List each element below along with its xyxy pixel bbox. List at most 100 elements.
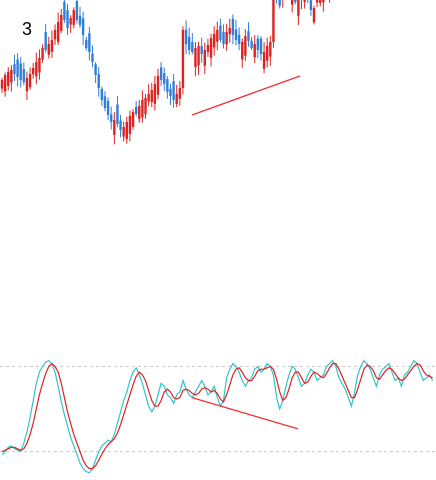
candle-body — [153, 84, 157, 104]
candle-body — [188, 36, 191, 50]
candle-body — [241, 42, 244, 60]
candle-body — [60, 15, 63, 31]
candle-body — [169, 88, 172, 96]
candle-body — [259, 38, 263, 54]
candle-body — [244, 36, 247, 56]
candle-body — [262, 52, 266, 69]
candle-body — [63, 1, 66, 21]
candle-body — [159, 67, 163, 80]
candle-body — [106, 101, 110, 115]
candle-body — [200, 46, 203, 54]
candle-body — [85, 39, 88, 48]
candle-body — [88, 33, 91, 52]
candle-body — [297, 0, 300, 16]
candle-body — [3, 75, 7, 92]
candle-body — [113, 120, 116, 135]
candle-body — [150, 90, 153, 103]
candle-body — [290, 0, 294, 5]
candle-body — [131, 112, 135, 127]
candle-body — [41, 48, 44, 60]
candle-body — [312, 8, 316, 23]
candle-body — [209, 38, 213, 58]
candle-body — [228, 28, 231, 35]
candle-body — [19, 63, 22, 80]
candle-body — [16, 59, 19, 77]
candle-body — [269, 42, 272, 57]
candle-body — [172, 81, 175, 100]
candle-body — [35, 62, 38, 77]
candle-body — [191, 42, 194, 52]
candle-body — [134, 106, 138, 114]
candle-body — [256, 38, 260, 50]
candle-body — [75, 0, 79, 21]
candle-body — [91, 53, 94, 62]
price-panel — [0, 0, 331, 145]
candle-body — [175, 94, 178, 105]
candle-body — [116, 104, 119, 124]
candle-body — [166, 79, 169, 92]
candle-body — [144, 98, 147, 115]
candle-body — [278, 0, 281, 6]
candle-body — [203, 50, 206, 66]
candle-body — [225, 32, 228, 45]
candle-body — [72, 10, 75, 25]
candle-body — [319, 0, 322, 3]
candle-body — [194, 48, 197, 68]
candle-body — [184, 29, 188, 44]
candle-body — [206, 45, 210, 53]
candle-body — [100, 88, 104, 100]
candle-body — [47, 44, 50, 55]
candle-body — [81, 18, 85, 35]
candle-body — [56, 22, 60, 42]
panel-number-label: 3 — [22, 19, 32, 39]
candle-body — [231, 18, 235, 35]
stochastic-panel — [0, 359, 436, 474]
candle-body — [197, 46, 200, 66]
candle-body — [38, 58, 41, 73]
candle-body — [147, 94, 150, 102]
candle-body — [322, 0, 325, 3]
candle-body — [103, 96, 107, 108]
candle-body — [44, 32, 47, 50]
candle-body — [125, 122, 128, 139]
candle-body — [309, 0, 313, 11]
candle-body — [216, 30, 219, 42]
candle-body — [237, 34, 241, 44]
candle-body — [97, 74, 100, 88]
candle-body — [28, 74, 32, 88]
candle-body — [10, 70, 13, 83]
candle-body — [22, 68, 26, 82]
candle-body — [141, 100, 144, 118]
candle-body — [13, 64, 16, 74]
candle-body — [94, 64, 97, 75]
candle-body — [156, 76, 160, 95]
candle-body — [219, 25, 222, 40]
candle-body — [69, 18, 72, 25]
candle-body — [25, 78, 29, 92]
candle-body — [303, 0, 306, 2]
candle-body — [178, 88, 182, 99]
candle-body — [266, 46, 269, 61]
candle-body — [272, 0, 275, 42]
candle-body — [50, 40, 54, 52]
price-support-trendline — [191, 75, 301, 116]
candle-body — [315, 0, 319, 3]
stochastic-d-line — [1, 362, 433, 470]
candle-body — [247, 31, 250, 41]
candle-body — [78, 15, 82, 25]
candle-body — [294, 0, 297, 2]
stochastic-k-line — [1, 359, 434, 474]
candle-body — [138, 106, 141, 119]
candle-body — [222, 31, 225, 44]
candle-body — [110, 114, 113, 122]
candle-body — [53, 30, 57, 40]
candle-body — [122, 127, 125, 137]
candle-body — [234, 29, 238, 40]
candle-body — [163, 73, 166, 84]
candle-body — [181, 30, 185, 88]
candle-body — [128, 116, 132, 134]
candle-body — [32, 68, 35, 75]
candle-body — [66, 10, 69, 28]
candle-body — [119, 120, 122, 130]
